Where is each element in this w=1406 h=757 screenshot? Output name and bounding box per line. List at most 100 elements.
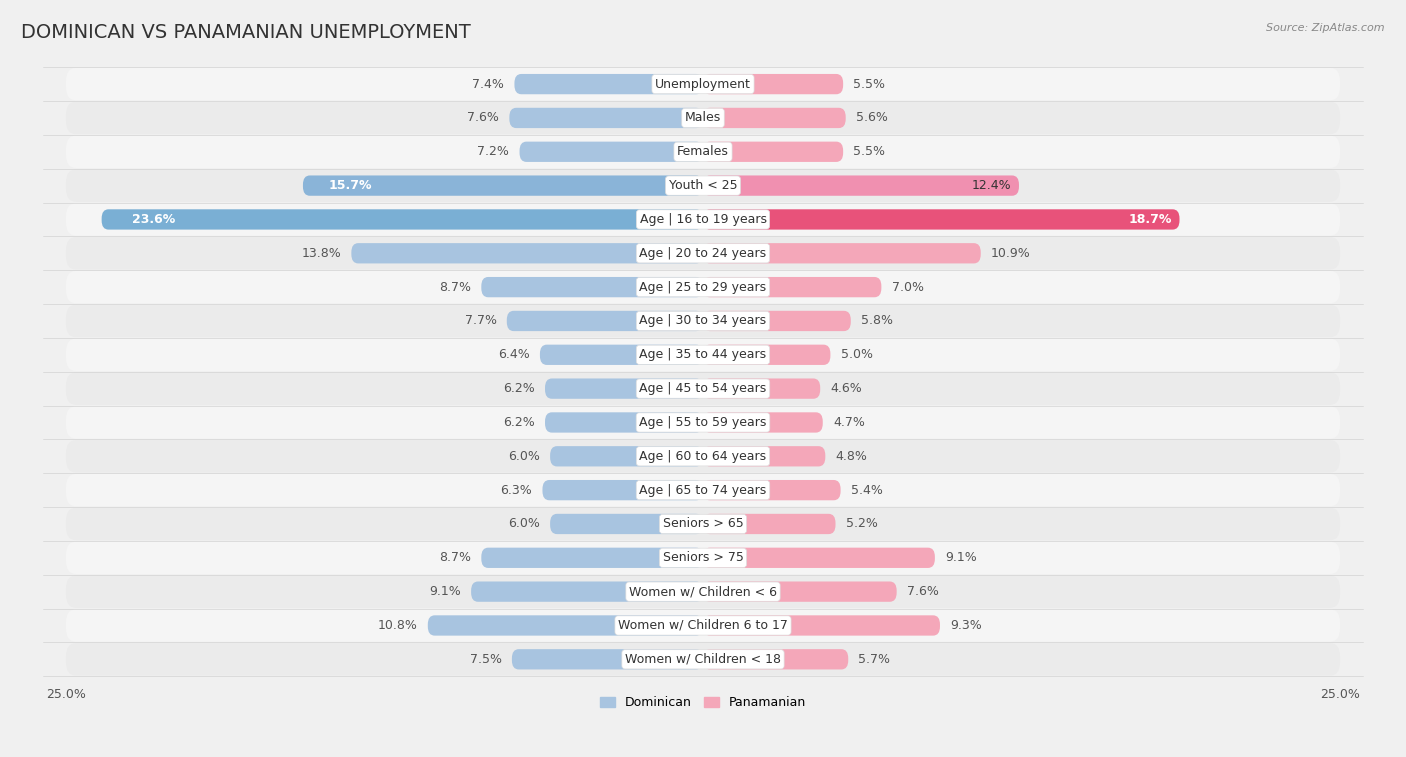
- FancyBboxPatch shape: [515, 74, 703, 95]
- FancyBboxPatch shape: [512, 650, 703, 669]
- Text: 5.5%: 5.5%: [853, 78, 886, 91]
- Text: 6.2%: 6.2%: [503, 416, 534, 429]
- FancyBboxPatch shape: [506, 311, 703, 331]
- Text: 5.5%: 5.5%: [853, 145, 886, 158]
- Text: Source: ZipAtlas.com: Source: ZipAtlas.com: [1267, 23, 1385, 33]
- FancyBboxPatch shape: [703, 547, 935, 568]
- Text: 8.7%: 8.7%: [439, 551, 471, 564]
- FancyBboxPatch shape: [66, 508, 1340, 540]
- Text: 13.8%: 13.8%: [301, 247, 342, 260]
- FancyBboxPatch shape: [550, 514, 703, 534]
- Text: 7.5%: 7.5%: [470, 653, 502, 666]
- FancyBboxPatch shape: [703, 107, 845, 128]
- FancyBboxPatch shape: [66, 68, 1340, 101]
- Text: 6.2%: 6.2%: [503, 382, 534, 395]
- Text: 12.4%: 12.4%: [972, 179, 1011, 192]
- FancyBboxPatch shape: [703, 74, 844, 95]
- FancyBboxPatch shape: [703, 209, 1180, 229]
- Text: Women w/ Children 6 to 17: Women w/ Children 6 to 17: [619, 619, 787, 632]
- Text: Males: Males: [685, 111, 721, 124]
- Text: 6.3%: 6.3%: [501, 484, 533, 497]
- FancyBboxPatch shape: [66, 203, 1340, 235]
- Text: Age | 65 to 74 years: Age | 65 to 74 years: [640, 484, 766, 497]
- Text: 4.6%: 4.6%: [831, 382, 862, 395]
- Text: Age | 45 to 54 years: Age | 45 to 54 years: [640, 382, 766, 395]
- Text: 7.7%: 7.7%: [464, 314, 496, 328]
- Text: 6.4%: 6.4%: [498, 348, 530, 361]
- Text: Age | 16 to 19 years: Age | 16 to 19 years: [640, 213, 766, 226]
- Text: 5.2%: 5.2%: [845, 518, 877, 531]
- FancyBboxPatch shape: [66, 440, 1340, 472]
- FancyBboxPatch shape: [703, 514, 835, 534]
- Text: 9.1%: 9.1%: [945, 551, 977, 564]
- Text: Age | 20 to 24 years: Age | 20 to 24 years: [640, 247, 766, 260]
- FancyBboxPatch shape: [352, 243, 703, 263]
- Text: 9.3%: 9.3%: [950, 619, 981, 632]
- FancyBboxPatch shape: [66, 237, 1340, 269]
- FancyBboxPatch shape: [66, 609, 1340, 642]
- Text: Age | 30 to 34 years: Age | 30 to 34 years: [640, 314, 766, 328]
- Text: 10.8%: 10.8%: [378, 619, 418, 632]
- Text: 7.2%: 7.2%: [478, 145, 509, 158]
- Text: Seniors > 75: Seniors > 75: [662, 551, 744, 564]
- Text: 8.7%: 8.7%: [439, 281, 471, 294]
- Text: 10.9%: 10.9%: [991, 247, 1031, 260]
- FancyBboxPatch shape: [66, 541, 1340, 574]
- Text: 6.0%: 6.0%: [508, 450, 540, 463]
- FancyBboxPatch shape: [66, 407, 1340, 439]
- Text: Females: Females: [678, 145, 728, 158]
- Text: 7.6%: 7.6%: [907, 585, 939, 598]
- FancyBboxPatch shape: [66, 372, 1340, 405]
- Text: DOMINICAN VS PANAMANIAN UNEMPLOYMENT: DOMINICAN VS PANAMANIAN UNEMPLOYMENT: [21, 23, 471, 42]
- FancyBboxPatch shape: [66, 136, 1340, 168]
- Text: 7.6%: 7.6%: [467, 111, 499, 124]
- Text: Women w/ Children < 18: Women w/ Children < 18: [626, 653, 780, 666]
- FancyBboxPatch shape: [703, 650, 848, 669]
- FancyBboxPatch shape: [520, 142, 703, 162]
- FancyBboxPatch shape: [101, 209, 703, 229]
- Text: Age | 60 to 64 years: Age | 60 to 64 years: [640, 450, 766, 463]
- FancyBboxPatch shape: [427, 615, 703, 636]
- FancyBboxPatch shape: [543, 480, 703, 500]
- FancyBboxPatch shape: [703, 311, 851, 331]
- Text: Seniors > 65: Seniors > 65: [662, 518, 744, 531]
- FancyBboxPatch shape: [66, 575, 1340, 608]
- Text: 4.7%: 4.7%: [832, 416, 865, 429]
- FancyBboxPatch shape: [703, 378, 820, 399]
- FancyBboxPatch shape: [703, 142, 844, 162]
- Text: 5.8%: 5.8%: [860, 314, 893, 328]
- FancyBboxPatch shape: [546, 413, 703, 432]
- Legend: Dominican, Panamanian: Dominican, Panamanian: [595, 691, 811, 714]
- FancyBboxPatch shape: [66, 101, 1340, 134]
- FancyBboxPatch shape: [703, 344, 831, 365]
- Text: 18.7%: 18.7%: [1129, 213, 1171, 226]
- FancyBboxPatch shape: [66, 170, 1340, 202]
- Text: Age | 55 to 59 years: Age | 55 to 59 years: [640, 416, 766, 429]
- Text: 7.4%: 7.4%: [472, 78, 505, 91]
- FancyBboxPatch shape: [66, 474, 1340, 506]
- FancyBboxPatch shape: [540, 344, 703, 365]
- Text: 5.6%: 5.6%: [856, 111, 887, 124]
- FancyBboxPatch shape: [66, 305, 1340, 337]
- FancyBboxPatch shape: [471, 581, 703, 602]
- FancyBboxPatch shape: [550, 446, 703, 466]
- Text: 5.7%: 5.7%: [859, 653, 890, 666]
- FancyBboxPatch shape: [509, 107, 703, 128]
- Text: Women w/ Children < 6: Women w/ Children < 6: [628, 585, 778, 598]
- Text: Youth < 25: Youth < 25: [669, 179, 737, 192]
- Text: 6.0%: 6.0%: [508, 518, 540, 531]
- Text: 5.0%: 5.0%: [841, 348, 873, 361]
- FancyBboxPatch shape: [703, 480, 841, 500]
- FancyBboxPatch shape: [302, 176, 703, 196]
- Text: Age | 35 to 44 years: Age | 35 to 44 years: [640, 348, 766, 361]
- FancyBboxPatch shape: [546, 378, 703, 399]
- FancyBboxPatch shape: [703, 243, 981, 263]
- FancyBboxPatch shape: [703, 615, 941, 636]
- Text: 15.7%: 15.7%: [329, 179, 373, 192]
- FancyBboxPatch shape: [66, 643, 1340, 675]
- FancyBboxPatch shape: [703, 446, 825, 466]
- FancyBboxPatch shape: [66, 338, 1340, 371]
- FancyBboxPatch shape: [703, 413, 823, 432]
- Text: 5.4%: 5.4%: [851, 484, 883, 497]
- Text: Age | 25 to 29 years: Age | 25 to 29 years: [640, 281, 766, 294]
